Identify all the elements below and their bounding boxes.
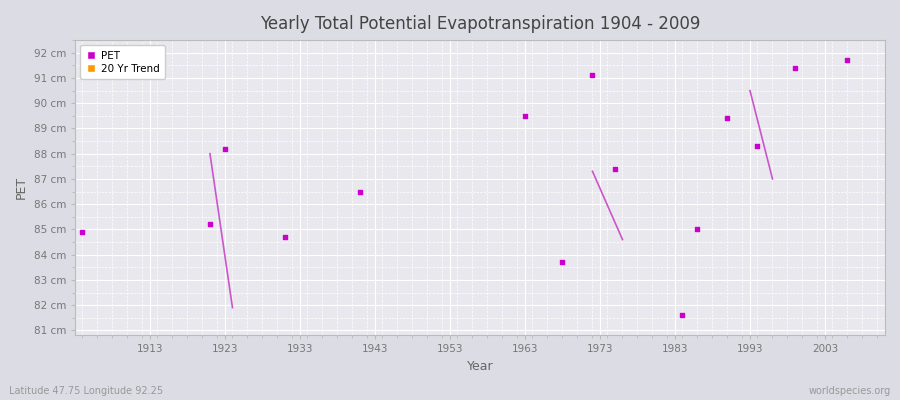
Point — [353, 188, 367, 195]
Point — [675, 312, 689, 318]
Point — [585, 72, 599, 79]
Point — [841, 57, 855, 64]
Point — [76, 229, 90, 235]
Text: Latitude 47.75 Longitude 92.25: Latitude 47.75 Longitude 92.25 — [9, 386, 163, 396]
Point — [278, 234, 293, 240]
Point — [518, 113, 532, 119]
Point — [555, 259, 570, 266]
Text: worldspecies.org: worldspecies.org — [809, 386, 891, 396]
Y-axis label: PET: PET — [15, 176, 28, 199]
Point — [202, 221, 217, 228]
Point — [608, 166, 622, 172]
Point — [720, 115, 734, 122]
Title: Yearly Total Potential Evapotranspiration 1904 - 2009: Yearly Total Potential Evapotranspiratio… — [260, 15, 700, 33]
Point — [690, 226, 705, 233]
X-axis label: Year: Year — [467, 360, 493, 373]
Point — [218, 146, 232, 152]
Point — [788, 65, 802, 71]
Point — [751, 143, 765, 149]
Legend: PET, 20 Yr Trend: PET, 20 Yr Trend — [80, 45, 165, 79]
